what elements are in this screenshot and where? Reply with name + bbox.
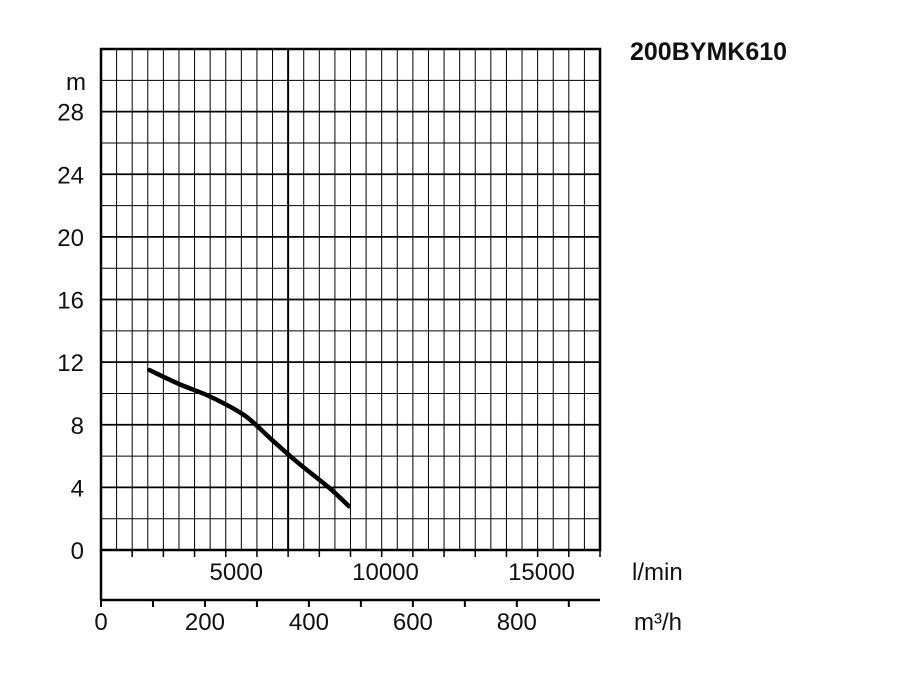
x-secondary-tick-label: 0 — [94, 609, 107, 636]
x-secondary-tick-labels: 0 200 400 600 800 — [94, 609, 537, 636]
x-primary-tick-labels: 5000 10000 15000 — [210, 559, 575, 586]
x-primary-unit-label: l/min — [632, 559, 683, 586]
series-line — [147, 367, 352, 509]
chart-title: 200BYMK610 — [630, 38, 787, 66]
x-axis-panel — [99, 550, 601, 607]
x-primary-tick-label: 5000 — [210, 559, 263, 586]
x-secondary-tick-label: 200 — [185, 609, 225, 636]
x-secondary-unit-label: m³/h — [634, 609, 682, 636]
x-primary-tick-label: 10000 — [352, 559, 419, 586]
y-tick-label: 0 — [71, 538, 84, 565]
performance-curve — [147, 367, 352, 509]
y-tick-label: 28 — [57, 100, 84, 127]
y-tick-labels: 0 4 8 12 16 20 24 28 — [57, 100, 84, 565]
y-tick-label: 4 — [71, 475, 84, 502]
y-tick-label: 24 — [57, 162, 84, 189]
x-primary-tick-label: 15000 — [508, 559, 575, 586]
x-secondary-tick-label: 800 — [497, 609, 537, 636]
y-tick-label: 12 — [57, 350, 84, 377]
y-tick-label: 8 — [71, 413, 84, 440]
grid-lines — [101, 49, 600, 550]
y-tick-label: 20 — [57, 225, 84, 252]
y-tick-label: 16 — [57, 288, 84, 315]
y-unit-label: m — [66, 69, 86, 96]
x-secondary-tick-label: 600 — [393, 609, 433, 636]
x-secondary-tick-label: 400 — [289, 609, 329, 636]
